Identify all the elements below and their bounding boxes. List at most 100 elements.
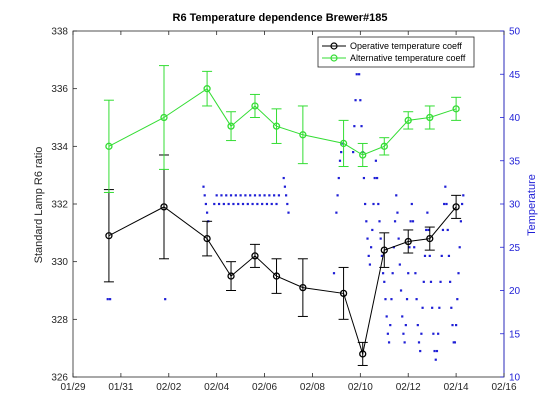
operative-point	[103, 189, 114, 283]
temperature-point	[232, 202, 235, 206]
temperature-point	[434, 358, 437, 361]
temperature-point	[237, 202, 240, 206]
temperature-point	[383, 280, 386, 283]
alternative-marker	[160, 113, 168, 122]
y-tick-label: 338	[51, 27, 68, 38]
temperature-point	[390, 298, 393, 301]
alternative-marker	[404, 116, 412, 125]
temperature-point	[239, 194, 242, 197]
temperature-point	[338, 159, 342, 162]
operative-point	[271, 258, 282, 294]
operative-point	[338, 266, 349, 320]
y-tick-label: 326	[51, 373, 68, 384]
temperature-point	[332, 272, 336, 275]
alternative-marker	[426, 113, 434, 122]
temperature-point	[234, 194, 237, 197]
temperature-point	[395, 194, 398, 197]
temperature-point	[407, 272, 410, 275]
alternative-marker	[272, 122, 281, 130]
alternative-marker	[299, 131, 307, 139]
temperature-point	[273, 194, 276, 197]
temperature-point	[244, 194, 247, 197]
chart-axes: 01/29 01/31 02/02 02/04 02/06 02/08 02/10 02/12…	[51, 27, 520, 394]
alternative-marker	[339, 139, 348, 148]
temperature-point	[421, 306, 424, 309]
temperature-point	[353, 125, 356, 128]
temperature-point	[205, 211, 209, 214]
y-tick-label: 332	[51, 200, 68, 211]
x-tick-label: 02/08	[300, 382, 325, 393]
temperature-point	[447, 254, 451, 257]
temperature-point	[203, 194, 206, 197]
operative-point	[424, 226, 435, 251]
alternative-point	[451, 96, 462, 121]
y-right-tick-label: 40	[509, 113, 521, 124]
alternative-point	[357, 142, 368, 168]
temperature-point	[364, 202, 367, 206]
temperature-point	[380, 254, 383, 257]
temperature-point	[425, 228, 428, 232]
temperature-point	[352, 151, 355, 154]
operative-marker	[380, 246, 388, 254]
temperature-point	[449, 280, 452, 283]
temperature-point	[360, 125, 363, 128]
temperature-point	[287, 211, 290, 214]
temperature-point	[362, 176, 366, 180]
y-tick-label: 334	[51, 142, 68, 153]
alternative-marker	[359, 151, 367, 159]
temperature-point	[106, 298, 109, 301]
operative-point	[249, 243, 260, 268]
chart-marks	[103, 55, 465, 366]
temperature-point	[263, 194, 266, 197]
temperature-point	[374, 159, 377, 162]
temperature-point	[372, 202, 375, 206]
temperature-point	[371, 228, 374, 232]
alternative-point	[338, 119, 349, 168]
alternative-marker	[380, 142, 388, 150]
operative-marker	[339, 289, 348, 298]
x-tick-label: 02/06	[252, 382, 277, 393]
y-axis-label: Standard Lamp R6 ratio	[33, 147, 45, 264]
x-tick-label: 02/04	[204, 382, 229, 393]
temperature-point	[270, 202, 273, 206]
temperature-point	[432, 332, 435, 335]
temperature-point	[249, 194, 252, 197]
temperature-point	[391, 272, 394, 275]
operative-marker	[272, 272, 281, 280]
temperature-point	[241, 202, 245, 206]
temperature-point	[437, 332, 440, 335]
temperature-point	[458, 246, 461, 249]
temperature-point	[460, 202, 464, 206]
x-tick-label: 02/12	[396, 382, 421, 393]
temperature-point	[393, 220, 397, 223]
temperature-point	[413, 246, 416, 249]
operative-marker	[299, 283, 307, 292]
alternative-series-line	[108, 88, 457, 156]
temperature-point	[441, 228, 445, 232]
temperature-point	[277, 194, 281, 197]
temperature-point	[227, 202, 230, 206]
y-tick-label: 336	[51, 84, 68, 95]
operative-point	[403, 229, 414, 254]
temperature-point	[368, 263, 372, 266]
y-right-tick-label: 10	[509, 373, 521, 384]
legend-label-alternative: Alternative temperature coeff	[350, 53, 466, 63]
operative-point	[297, 258, 308, 317]
legend-box	[317, 36, 475, 68]
operative-point	[158, 154, 169, 260]
temperature-point	[398, 263, 401, 266]
temperature-point	[355, 73, 358, 76]
alternative-point	[202, 70, 213, 107]
alternative-point	[249, 93, 260, 118]
temperature-point	[251, 202, 254, 206]
temperature-point	[396, 211, 399, 214]
temperature-point	[358, 73, 361, 76]
temperature-point	[336, 194, 339, 197]
temperature-point	[427, 228, 430, 232]
operative-point	[379, 232, 390, 268]
temperature-point	[268, 194, 271, 197]
temperature-point	[440, 254, 443, 257]
temperature-point	[402, 332, 405, 335]
temperature-point	[410, 202, 413, 206]
operative-marker	[452, 203, 460, 211]
